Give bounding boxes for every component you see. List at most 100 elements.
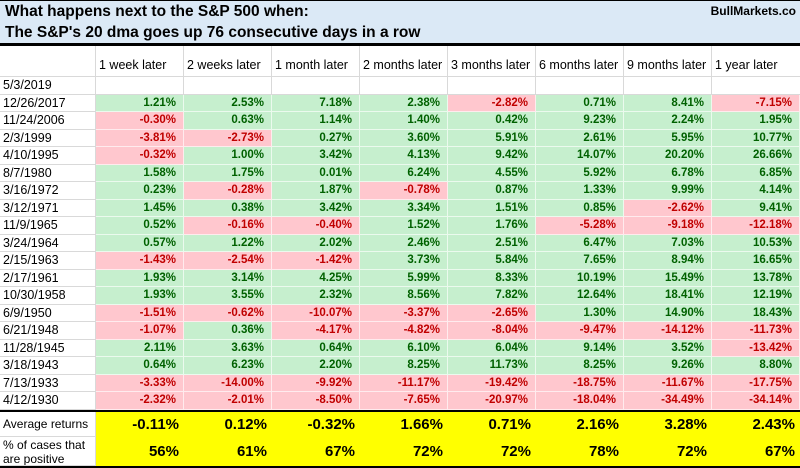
column-header: 9 months later bbox=[624, 46, 712, 77]
table-row: 3/16/1972 0.23% -0.28% 1.87% -0.78% 0.87% 1.33… bbox=[0, 182, 800, 200]
table-cell: 7.03% bbox=[624, 234, 712, 252]
row-date: 3/18/1943 bbox=[0, 357, 96, 375]
table-cell: -8.04% bbox=[448, 322, 536, 340]
table-cell: 2.38% bbox=[360, 94, 448, 112]
table-cell: -1.43% bbox=[96, 252, 184, 270]
table-cell: -12.18% bbox=[712, 217, 800, 235]
table-cell: 1.93% bbox=[96, 269, 184, 287]
table-cell: -34.49% bbox=[624, 392, 712, 410]
table-cell: -9.92% bbox=[272, 374, 360, 392]
table-cell: 1.30% bbox=[536, 304, 624, 322]
table-cell: 14.07% bbox=[536, 147, 624, 165]
table-cell: -0.32% bbox=[96, 147, 184, 165]
table-cell: 12.64% bbox=[536, 287, 624, 305]
table-cell: 3.73% bbox=[360, 252, 448, 270]
table-cell: 3.42% bbox=[272, 147, 360, 165]
table-cell: 1.00% bbox=[184, 147, 272, 165]
table-cell: 0.27% bbox=[272, 129, 360, 147]
percent-positive-cell: 56% bbox=[96, 436, 184, 466]
table-row: 6/21/1948 -1.07% 0.36% -4.17% -4.82% -8.04% -9… bbox=[0, 322, 800, 340]
column-header: 6 months later bbox=[536, 46, 624, 77]
row-date: 6/21/1948 bbox=[0, 322, 96, 340]
table-cell: 1.95% bbox=[712, 112, 800, 130]
table-cell: 2.46% bbox=[360, 234, 448, 252]
summary-divider bbox=[0, 409, 800, 412]
table-cell: 18.43% bbox=[712, 304, 800, 322]
table-cell: 8.25% bbox=[360, 357, 448, 375]
table-cell: 1.14% bbox=[272, 112, 360, 130]
table-cell: -8.50% bbox=[272, 392, 360, 410]
table-cell: 2.02% bbox=[272, 234, 360, 252]
table-cell: 0.42% bbox=[448, 112, 536, 130]
table-cell: -10.07% bbox=[272, 304, 360, 322]
table-cell: -20.97% bbox=[448, 392, 536, 410]
table-row: 4/12/1930 -2.32% -2.01% -8.50% -7.65% -20.97%… bbox=[0, 392, 800, 410]
table-cell: 2.61% bbox=[536, 129, 624, 147]
table-cell: 1.75% bbox=[184, 164, 272, 182]
table-cell: -3.37% bbox=[360, 304, 448, 322]
table-cell: 4.55% bbox=[448, 164, 536, 182]
header-row: 1 week later 2 weeks later 1 month later 2 … bbox=[0, 46, 800, 77]
table-cell: 1.76% bbox=[448, 217, 536, 235]
table-cell: -4.82% bbox=[360, 322, 448, 340]
table-cell: 4.25% bbox=[272, 269, 360, 287]
table-cell: 1.93% bbox=[96, 287, 184, 305]
table-row: 3/18/1943 0.64% 6.23% 2.20% 8.25% 11.73% 8.25%… bbox=[0, 357, 800, 375]
table-cell: 1.87% bbox=[272, 182, 360, 200]
average-returns-cell: 3.28% bbox=[624, 411, 712, 437]
row-date: 4/12/1930 bbox=[0, 392, 96, 410]
table-cell: -3.33% bbox=[96, 374, 184, 392]
column-header: 1 month later bbox=[272, 46, 360, 77]
table-cell: -0.16% bbox=[184, 217, 272, 235]
column-header: 2 months later bbox=[360, 46, 448, 77]
table-row: 11/9/1965 0.52% -0.16% -0.40% 1.52% 1.76% -5.2… bbox=[0, 217, 800, 235]
percent-positive-cell: 72% bbox=[448, 436, 536, 466]
table-cell: -19.42% bbox=[448, 374, 536, 392]
table-row: 4/10/1995 -0.32% 1.00% 3.42% 4.13% 9.42% 14.07… bbox=[0, 147, 800, 165]
table-cell: -2.54% bbox=[184, 252, 272, 270]
table-cell: 18.41% bbox=[624, 287, 712, 305]
row-date: 6/9/1950 bbox=[0, 304, 96, 322]
table-cell: 8.41% bbox=[624, 94, 712, 112]
brand-label: BullMarkets.co bbox=[710, 4, 796, 18]
table-row: 11/24/2006 -0.30% 0.63% 1.14% 1.40% 0.42% 9.23… bbox=[0, 112, 800, 130]
row-date: 3/16/1972 bbox=[0, 182, 96, 200]
average-returns-cell: 0.71% bbox=[448, 411, 536, 437]
title-bar: What happens next to the S&P 500 when: T… bbox=[0, 0, 800, 46]
table-cell: 1.45% bbox=[96, 199, 184, 217]
table-cell: 6.10% bbox=[360, 339, 448, 357]
table-cell: -0.30% bbox=[96, 112, 184, 130]
row-date: 10/30/1958 bbox=[0, 287, 96, 305]
table-cell: 3.14% bbox=[184, 269, 272, 287]
table-cell: 4.14% bbox=[712, 182, 800, 200]
table-cell: -11.73% bbox=[712, 322, 800, 340]
table-row: 11/28/1945 2.11% 3.63% 0.64% 6.10% 6.04% 9.14%… bbox=[0, 339, 800, 357]
table-cell: -1.51% bbox=[96, 304, 184, 322]
table-cell: 0.57% bbox=[96, 234, 184, 252]
percent-positive-cell: 67% bbox=[272, 436, 360, 466]
percent-positive-cell: 72% bbox=[360, 436, 448, 466]
table-cell: 1.51% bbox=[448, 199, 536, 217]
table-cell: -0.78% bbox=[360, 182, 448, 200]
table-cell: -2.32% bbox=[96, 392, 184, 410]
table-cell: 26.66% bbox=[712, 147, 800, 165]
table-cell: 8.56% bbox=[360, 287, 448, 305]
table-cell: 0.23% bbox=[96, 182, 184, 200]
page-title: What happens next to the S&P 500 when: bbox=[5, 3, 309, 20]
table-cell: 5.92% bbox=[536, 164, 624, 182]
table-cell: -0.62% bbox=[184, 304, 272, 322]
average-returns-row: Average returns -0.11% 0.12% -0.32% 1.66% 0.7… bbox=[0, 411, 800, 437]
table-row: 3/12/1971 1.45% 0.38% 3.42% 3.34% 1.51% 0.85% -… bbox=[0, 199, 800, 217]
table-cell bbox=[536, 77, 624, 95]
table-row: 6/9/1950 -1.51% -0.62% -10.07% -3.37% -2.65% 1… bbox=[0, 304, 800, 322]
table-cell bbox=[96, 77, 184, 95]
column-header: 1 week later bbox=[96, 46, 184, 77]
table-cell: -0.28% bbox=[184, 182, 272, 200]
bottom-border bbox=[0, 465, 800, 468]
table-cell: 6.78% bbox=[624, 164, 712, 182]
table-cell: 10.53% bbox=[712, 234, 800, 252]
table-cell: 0.85% bbox=[536, 199, 624, 217]
table-cell: -9.47% bbox=[536, 322, 624, 340]
percent-positive-cell: 61% bbox=[184, 436, 272, 466]
